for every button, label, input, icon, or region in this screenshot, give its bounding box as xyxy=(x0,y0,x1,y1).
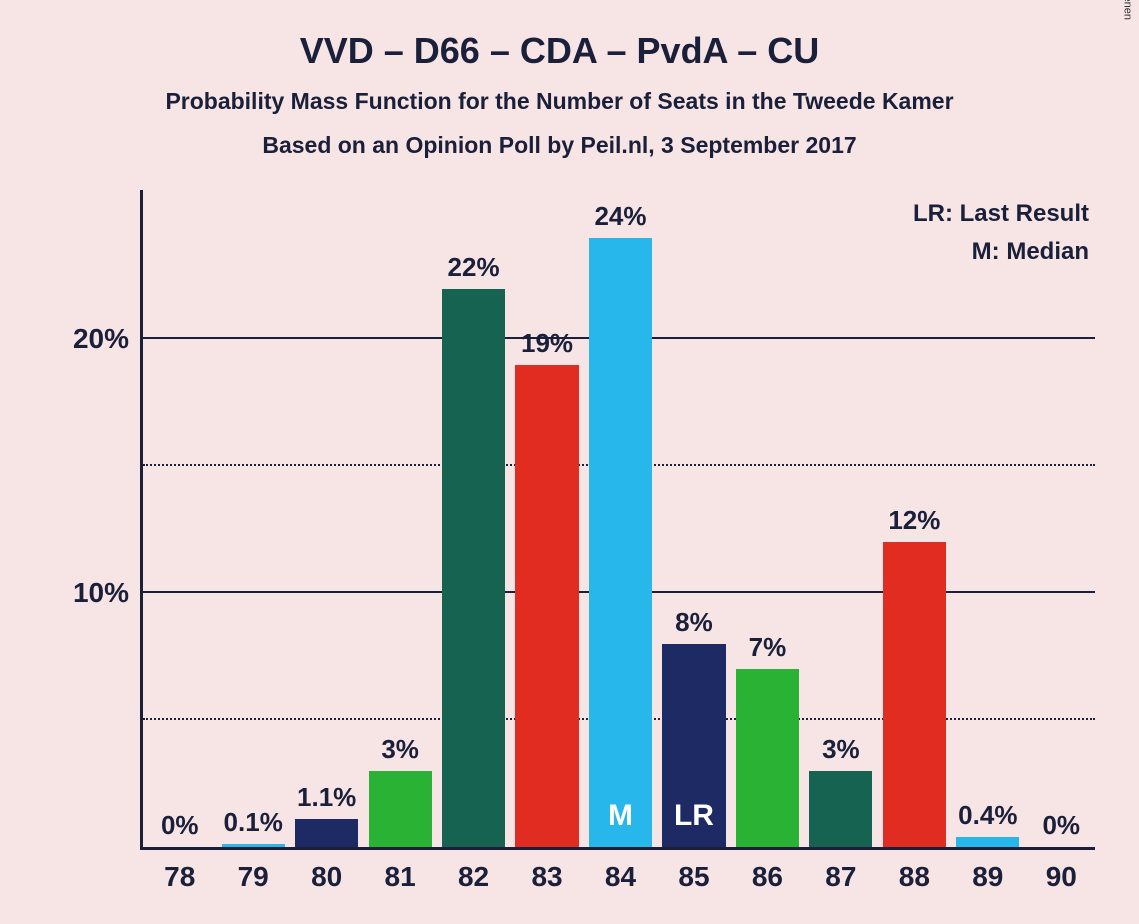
bar: 3% xyxy=(369,771,432,847)
bar: 12% xyxy=(883,542,946,847)
bar-value-label: 0% xyxy=(1030,810,1093,847)
bar-value-label: 0.4% xyxy=(956,800,1019,837)
bar: 22% xyxy=(442,289,505,847)
bar: 3% xyxy=(809,771,872,847)
x-tick-label: 90 xyxy=(1046,847,1077,893)
x-tick-label: 78 xyxy=(164,847,195,893)
bar-value-label: 0% xyxy=(148,810,211,847)
bar: 1.1% xyxy=(295,819,358,847)
legend-line: M: Median xyxy=(972,238,1089,266)
chart-title: VVD – D66 – CDA – PvdA – CU xyxy=(0,30,1119,72)
x-tick-label: 89 xyxy=(972,847,1003,893)
bar: 0.4% xyxy=(956,837,1019,847)
x-tick-label: 79 xyxy=(238,847,269,893)
x-tick-label: 87 xyxy=(825,847,856,893)
x-tick-label: 80 xyxy=(311,847,342,893)
x-tick-label: 82 xyxy=(458,847,489,893)
x-tick-label: 84 xyxy=(605,847,636,893)
copyright-text: © 2020 Filip van Laenen xyxy=(1121,0,1133,20)
x-tick-label: 88 xyxy=(899,847,930,893)
bar-value-label: 0.1% xyxy=(222,807,285,844)
bar-value-label: 3% xyxy=(369,734,432,771)
bar-value-label: 19% xyxy=(515,328,578,365)
bar-value-label: 24% xyxy=(589,201,652,238)
bar-value-label: 3% xyxy=(809,734,872,771)
bar-value-label: 7% xyxy=(736,632,799,669)
bar: 7% xyxy=(736,669,799,847)
bar: 19% xyxy=(515,365,578,847)
chart-subtitle-1: Probability Mass Function for the Number… xyxy=(0,88,1119,115)
x-tick-label: 85 xyxy=(678,847,709,893)
bar: 24%M xyxy=(589,238,652,847)
legend-line: LR: Last Result xyxy=(913,200,1089,228)
bar-value-label: 8% xyxy=(662,607,725,644)
bar-value-label: 1.1% xyxy=(295,782,358,819)
bar-value-label: 22% xyxy=(442,252,505,289)
plot-area: 10%20%0%780.1%791.1%803%8122%8219%8324%M… xyxy=(140,190,1095,850)
y-tick-label: 20% xyxy=(73,323,143,355)
x-tick-label: 83 xyxy=(531,847,562,893)
bar-inner-label: LR xyxy=(662,799,725,833)
chart-subtitle-2: Based on an Opinion Poll by Peil.nl, 3 S… xyxy=(0,132,1119,159)
x-tick-label: 86 xyxy=(752,847,783,893)
bar-value-label: 12% xyxy=(883,505,946,542)
y-tick-label: 10% xyxy=(73,577,143,609)
chart-container: VVD – D66 – CDA – PvdA – CU Probability … xyxy=(0,0,1139,924)
x-tick-label: 81 xyxy=(385,847,416,893)
bar: 8%LR xyxy=(662,644,725,847)
bar-inner-label: M xyxy=(589,799,652,833)
